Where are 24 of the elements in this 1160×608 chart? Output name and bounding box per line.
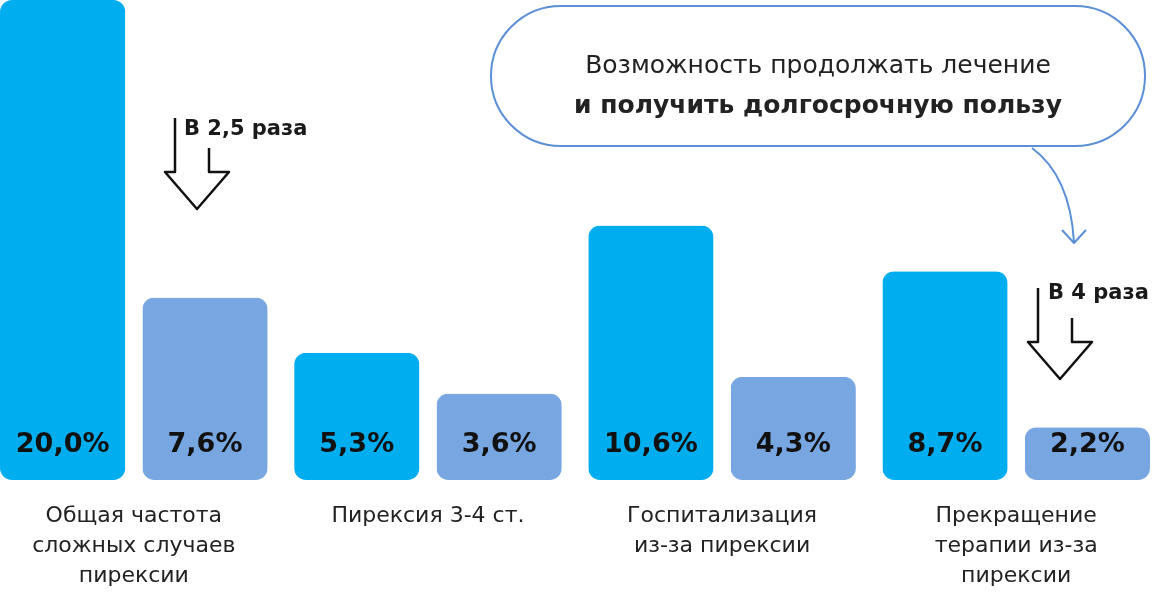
x-tick-label: Госпитализация из-за пирексии <box>627 501 818 557</box>
data-label: 4,3% <box>755 427 831 458</box>
data-label: 3,6% <box>461 427 537 458</box>
bar <box>436 393 562 480</box>
data-label: 7,6% <box>167 427 243 458</box>
bar <box>588 225 714 480</box>
data-label: 20,0% <box>15 427 110 458</box>
annotation: Возможность продолжать лечение <box>584 49 1052 81</box>
bar <box>882 271 1008 480</box>
annotation: и получить долгосрочную пользу <box>573 89 1063 121</box>
speech-bubble: Возможность продолжать лечение и получить долгосрочную пользу <box>490 5 1146 147</box>
data-label: 10,6% <box>604 427 698 458</box>
annotation: В 2,5 раза <box>184 116 308 140</box>
data-label: 8,7% <box>907 427 983 458</box>
annotation: В 4 раза <box>1048 280 1149 304</box>
x-tick-label: Прекращение терапии из-за пирексии <box>934 501 1098 587</box>
data-label: 5,3% <box>319 427 395 458</box>
x-tick-label: Общая частота сложных случаев пирексии <box>32 501 236 587</box>
bar <box>294 352 420 480</box>
x-tick-label: Пирексия 3-4 ст. <box>331 501 525 527</box>
bar <box>0 0 126 480</box>
bar <box>142 297 268 480</box>
data-label: 2,2% <box>1049 427 1125 458</box>
bar <box>730 376 856 480</box>
